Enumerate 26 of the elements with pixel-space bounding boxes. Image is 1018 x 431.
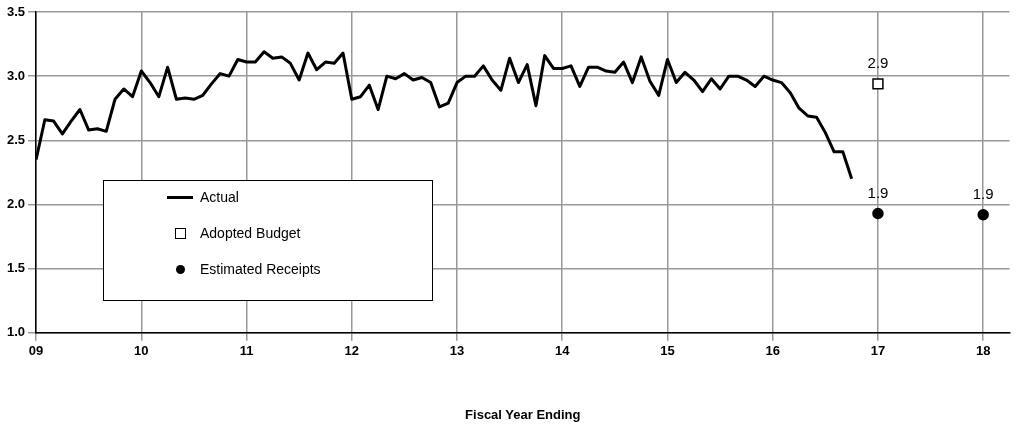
data-label: 1.9 [972,185,994,203]
x-tick-label: 15 [660,343,675,359]
y-tick-label: 3.5 [6,3,26,19]
x-tick-label: 14 [555,343,571,359]
x-tick-label: 11 [239,343,254,359]
x-tick-label: 18 [975,343,991,359]
y-tick-label: 1.5 [6,260,26,276]
legend-label: Estimated Receipts [200,261,321,277]
x-tick-label: 12 [344,343,360,359]
point [872,207,884,220]
y-tick-label: 3.0 [6,67,26,83]
x-axis-title: Fiscal Year Ending [465,406,581,422]
point [872,78,884,90]
data-label: 2.9 [867,54,889,72]
x-tick-label: 16 [765,343,780,359]
y-tick-label: 2.0 [6,196,26,212]
x-tick-label: 13 [449,343,465,359]
y-tick-label: 1.0 [6,324,26,340]
point [977,209,989,221]
x-tick-label: 10 [134,343,149,359]
legend-label: Actual [200,189,239,205]
y-tick-label: 2.5 [6,131,26,147]
x-tick-label: 17 [870,343,886,359]
data-label: 1.9 [867,184,889,202]
legend-label: Adopted Budget [200,225,301,241]
x-tick-label: 09 [28,343,44,359]
